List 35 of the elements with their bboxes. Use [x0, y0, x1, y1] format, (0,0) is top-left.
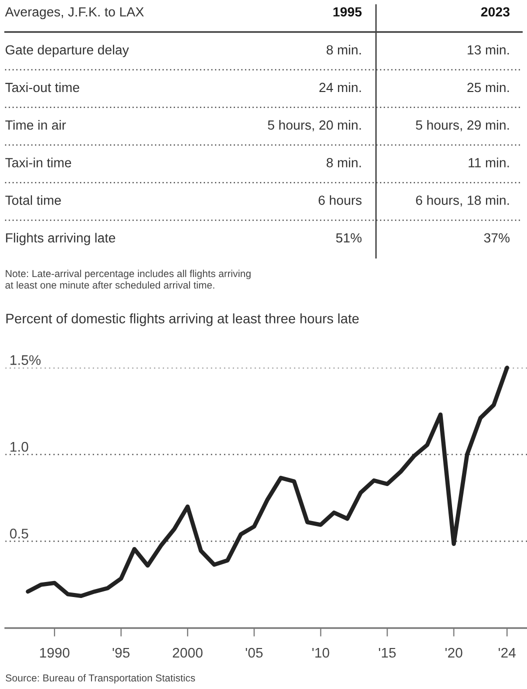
x-tick-label: 1990	[40, 648, 70, 658]
x-tick-label: '20	[445, 648, 462, 658]
category-label: Taxi-in time	[5, 158, 72, 168]
y-tick-label: 1.5%	[10, 355, 41, 365]
text: 24 min.	[319, 82, 361, 92]
x-tick-label: '95	[112, 648, 130, 658]
text: 25 min.	[467, 82, 509, 92]
text: 13 min.	[468, 44, 509, 55]
category-label: Time in air	[5, 120, 66, 130]
category-label: 2023	[481, 7, 510, 17]
x-tick-label: '15	[378, 648, 396, 658]
x-tick-label: '05	[246, 648, 263, 658]
text: Averages, J.F.K. to LAX	[5, 7, 144, 20]
y-tick-label: 0.5	[10, 528, 28, 539]
text: Note: Late-arrival percentage includes all flights arriving at least one minute after scheduled arrival time.	[5, 270, 251, 289]
category-label: 1995	[333, 7, 362, 17]
text: 5 hours, 29 min.	[416, 120, 509, 132]
x-tick-label: '24	[498, 648, 516, 658]
y-tick-label: 1.0	[10, 442, 28, 452]
category-label: Flights arriving late	[6, 232, 116, 246]
text: 8 min.	[326, 44, 361, 55]
text: 6 hours	[318, 195, 362, 205]
category-label: Gate departure delay	[6, 44, 129, 58]
text: 6 hours, 18 min.	[416, 195, 509, 206]
text: 8 min.	[326, 158, 361, 168]
x-tick-label: 2000	[172, 648, 203, 658]
x-tick-label: '10	[312, 648, 330, 658]
source-note: Source: Bureau of Transportation Statistics	[6, 674, 196, 684]
text: 37%	[484, 233, 510, 243]
category-label: Taxi-out time	[5, 82, 80, 92]
chart-title: Percent of domestic flights arriving at least three hours late	[6, 313, 359, 326]
category-label: Total time	[5, 195, 61, 205]
text: 11 min.	[468, 158, 509, 168]
text: 51%	[336, 233, 362, 243]
text: 5 hours, 20 min.	[268, 120, 361, 132]
